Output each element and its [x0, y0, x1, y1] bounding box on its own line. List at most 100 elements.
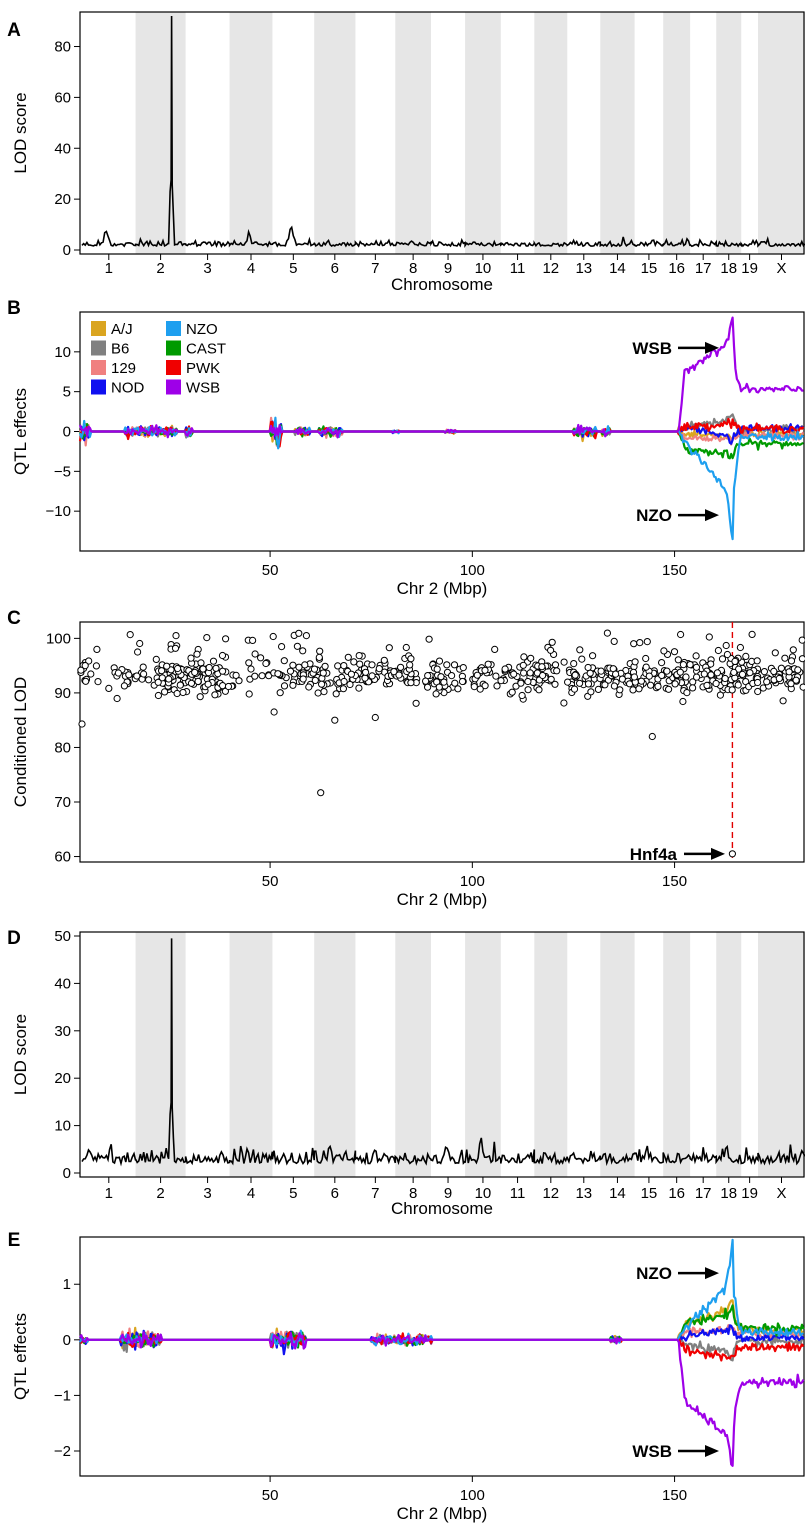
y-tick-label: 80 — [54, 39, 71, 56]
plot-frame — [79, 1236, 805, 1477]
data-point — [636, 639, 644, 647]
lod-trace — [81, 15, 805, 249]
data-point — [524, 677, 532, 686]
data-point — [139, 663, 147, 671]
data-point — [597, 667, 605, 675]
data-point — [450, 661, 459, 669]
data-point — [347, 670, 355, 678]
data-point — [576, 646, 584, 654]
data-point — [517, 679, 525, 687]
data-point — [158, 667, 166, 675]
data-point — [771, 649, 779, 657]
data-point — [302, 632, 310, 640]
chromosome-band — [135, 932, 186, 1177]
y-tick-label: 10 — [54, 344, 71, 361]
panel-letter: B — [7, 298, 21, 319]
data-point — [205, 663, 213, 672]
x-tick-label: 13 — [575, 1185, 592, 1202]
data-point-outlier — [331, 716, 339, 724]
data-point — [334, 662, 342, 670]
legend-label: B6 — [111, 341, 129, 358]
data-point — [140, 670, 148, 678]
data-point — [321, 662, 329, 670]
y-axis-title: LOD score — [11, 92, 30, 173]
panel-B: −10 −5 0 5 10 50 100 150 Chr 2 (Mbp) QTL effects B… — [7, 298, 805, 598]
data-point — [781, 654, 789, 662]
data-point — [311, 676, 319, 685]
data-point — [526, 669, 534, 677]
data-point — [603, 629, 612, 637]
data-point — [346, 680, 354, 689]
x-tick-label: 150 — [662, 1487, 687, 1504]
data-point — [493, 682, 501, 690]
x-tick-label: 100 — [460, 873, 485, 890]
data-point — [161, 688, 169, 696]
lod-trace — [81, 938, 805, 1167]
data-point — [251, 672, 259, 680]
annotation-label: Hnf4a — [630, 845, 678, 864]
legend-swatch — [166, 340, 181, 356]
data-point — [658, 671, 666, 680]
data-point — [340, 662, 348, 670]
data-point — [390, 668, 398, 676]
data-point — [425, 635, 433, 643]
y-tick-label: −2 — [54, 1443, 71, 1460]
data-point — [642, 663, 650, 671]
data-point — [407, 679, 415, 687]
data-point — [251, 650, 259, 658]
data-point — [787, 657, 796, 665]
data-point — [586, 669, 594, 677]
data-point — [120, 682, 129, 690]
data-point — [194, 677, 202, 686]
data-point — [219, 667, 227, 675]
data-point — [301, 661, 309, 669]
data-point — [492, 672, 500, 680]
data-point — [571, 671, 579, 679]
data-point — [734, 681, 742, 689]
data-point — [671, 680, 679, 688]
chromosome-band — [758, 12, 805, 254]
data-point — [314, 689, 322, 697]
chromosome-band — [600, 932, 635, 1177]
data-point — [286, 667, 295, 675]
effect-line-cast — [79, 1304, 805, 1349]
data-point — [262, 659, 270, 668]
data-point — [187, 679, 196, 687]
x-tick-label: 1 — [105, 260, 113, 277]
data-point — [385, 644, 393, 652]
data-point — [508, 688, 516, 696]
data-point — [199, 665, 207, 673]
data-point — [785, 668, 793, 676]
y-tick-label: 80 — [54, 739, 71, 756]
data-point — [305, 683, 313, 691]
legend: A/J B6 129 NOD NZO CAST PWK WSB — [91, 321, 226, 397]
x-tick-label: 14 — [609, 1185, 626, 1202]
chromosome-band — [600, 12, 635, 254]
data-point — [643, 638, 651, 646]
x-tick-label: 11 — [510, 260, 526, 277]
data-point — [616, 686, 624, 694]
data-point — [707, 671, 715, 679]
x-tick-label: 17 — [695, 260, 712, 277]
data-point — [145, 676, 153, 684]
x-tick-label: 7 — [371, 260, 379, 277]
data-point — [642, 654, 650, 663]
data-point — [547, 646, 555, 654]
annotation-label: NZO — [636, 506, 672, 525]
data-point — [501, 665, 509, 673]
panel-letter: C — [7, 608, 21, 629]
data-point — [584, 680, 593, 688]
legend-swatch — [91, 340, 106, 356]
data-point — [473, 671, 481, 679]
data-point-outlier — [78, 720, 86, 728]
data-point — [610, 637, 618, 646]
chromosome-band — [465, 12, 501, 254]
data-point — [660, 647, 668, 655]
chromosome-band — [716, 932, 742, 1177]
data-point — [318, 680, 326, 688]
x-tick-label: 12 — [542, 260, 559, 277]
x-tick-label: 50 — [262, 1487, 279, 1504]
x-tick-label: 4 — [247, 1185, 255, 1202]
